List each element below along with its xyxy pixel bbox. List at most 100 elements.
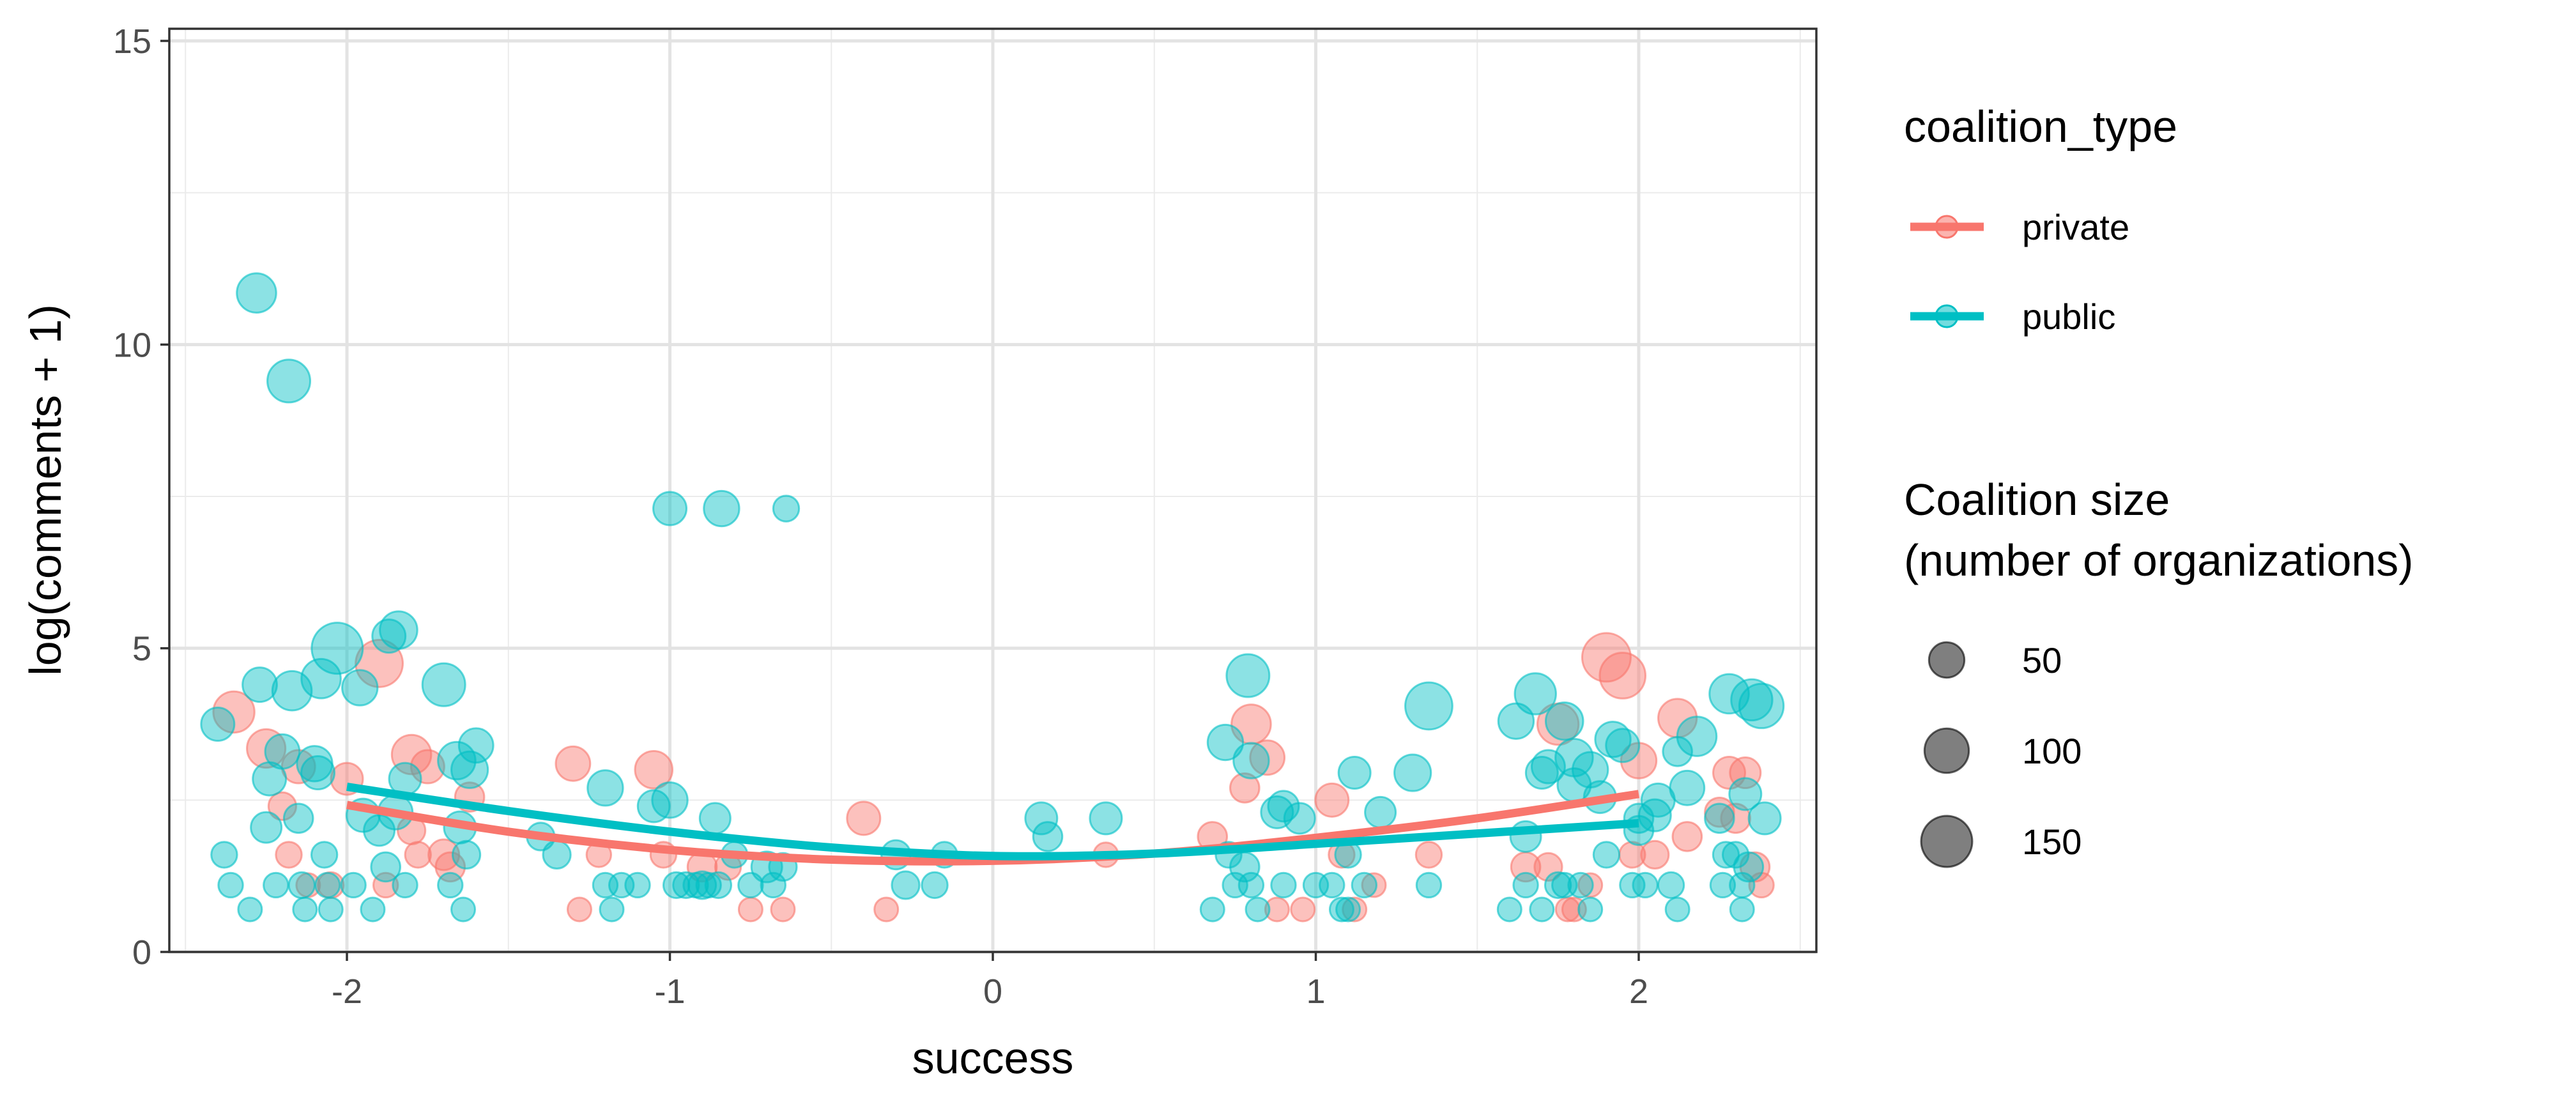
scatter-point-private (1414, 841, 1443, 869)
scatter-point-private (1264, 896, 1290, 923)
scatter-point-public (1232, 742, 1270, 779)
scatter-point-public (1577, 896, 1604, 923)
scatter-point-private (846, 801, 882, 836)
scatter-point-private (372, 871, 399, 899)
scatter-point-public (236, 272, 277, 314)
scatter-point-public (704, 871, 733, 900)
scatter-point-private (267, 791, 298, 821)
scatter-point-public (1721, 841, 1750, 869)
scatter-point-public (237, 896, 263, 923)
scatter-point-public (1529, 896, 1555, 923)
fit-line-private (346, 790, 1639, 866)
legend-size-label: 50 (2022, 640, 2062, 680)
scatter-point-private (873, 896, 900, 923)
scatter-point-public (457, 727, 494, 764)
scatter-point-public (451, 839, 482, 870)
scatter-point-private (1581, 632, 1632, 683)
scatter-point-public (300, 755, 336, 791)
scatter-point-public (599, 896, 625, 923)
scatter-point-private (1598, 652, 1647, 700)
scatter-point-public (1393, 753, 1432, 792)
scatter-point-public (1709, 871, 1736, 899)
legend-size-key: 50 (1928, 640, 2062, 680)
scatter-point-public (760, 871, 786, 899)
legend-key-public: public (1910, 296, 2115, 337)
scatter-point-public (1676, 716, 1718, 757)
legend-size-title-line2: (number of organizations) (1904, 535, 2414, 585)
fit-line-public (346, 782, 1639, 861)
scatter-point-public (698, 802, 732, 835)
scatter-point-public (1571, 751, 1609, 789)
scatter-point-public (1637, 798, 1672, 832)
scatter-point-private (1671, 821, 1703, 852)
scatter-point-public (1592, 841, 1621, 869)
scatter-point-public (1267, 790, 1300, 823)
scatter-point-public (1328, 896, 1354, 923)
y-axis: 0 5 10 15 (113, 22, 169, 972)
scatter-point-public (624, 871, 651, 899)
scatter-point-public (1567, 871, 1594, 899)
scatter-point-private (410, 749, 445, 785)
legend-size-label: 100 (2022, 731, 2082, 771)
scatter-point-public (1544, 871, 1572, 900)
scatter-point-public (340, 871, 367, 899)
scatter-point-public (241, 666, 278, 703)
scatter-point-public (1283, 802, 1316, 835)
legend-size-title-line1: Coalition size (1904, 475, 2170, 525)
scatter-point-private (404, 841, 432, 869)
legend-color-keys: private public (1910, 207, 2129, 337)
scatter-point-public (370, 851, 401, 883)
y-axis-title: log(comments + 1) (20, 304, 70, 676)
y-tick-label: 5 (132, 630, 151, 668)
scatter-point-private (1720, 802, 1751, 834)
scatter-point-private (1249, 739, 1286, 776)
scatter-point-public (1199, 896, 1225, 923)
scatter-point-public (1728, 777, 1763, 811)
scatter-point-public (200, 707, 236, 742)
scatter-point-public (1245, 896, 1271, 923)
x-tick-label: 0 (983, 972, 1002, 1011)
scatter-point-private (737, 896, 763, 923)
legend-label-private: private (2022, 207, 2129, 247)
scatter-point-public (210, 841, 238, 869)
scatter-point-public (1669, 769, 1706, 806)
scatter-point-public (1738, 682, 1785, 730)
scatter-point-public (450, 750, 489, 789)
scatter-point-public (1530, 749, 1566, 785)
scatter-point-public (1337, 756, 1372, 790)
scatter-point-public (1206, 723, 1245, 762)
scatter-point-public (1605, 728, 1641, 763)
legend-size-title: Coalition size (number of organizations) (1904, 475, 2414, 585)
scatter-point-public (266, 358, 312, 404)
scatter-point-public (1364, 795, 1397, 829)
scatter-point-private (1229, 772, 1261, 804)
scatter-point-private (1640, 839, 1670, 870)
scatter-point-public (1404, 681, 1453, 731)
scatter-point-private (1342, 896, 1368, 923)
x-axis-title: success (912, 1033, 1074, 1083)
scatter-point-private (275, 841, 303, 869)
x-axis: -2 -1 0 1 2 (332, 952, 1648, 1011)
scatter-point-public (891, 870, 921, 900)
scatter-point-public (651, 781, 689, 819)
fit-lines (346, 782, 1639, 866)
scatter-point-public (1730, 678, 1774, 722)
scatter-point-public (695, 871, 722, 899)
scatter-point-public (1733, 851, 1765, 883)
scatter-point-public (1351, 871, 1378, 899)
scatter-point-public (392, 871, 418, 899)
scatter-point-public (217, 871, 244, 899)
x-tick-label: -2 (332, 972, 362, 1011)
legend-label-public: public (2022, 296, 2115, 337)
scatter-point-public (1632, 871, 1659, 899)
x-tick-label: 2 (1629, 972, 1648, 1011)
legend-point-swatch (1935, 304, 1959, 328)
scatter-point-private (555, 745, 592, 782)
scatter-point-public (288, 871, 316, 900)
scatter-point-private (212, 690, 256, 734)
y-tick-label: 0 (132, 933, 151, 972)
scatter-point-private (1290, 896, 1316, 923)
scatter-point-public (1712, 841, 1740, 869)
plot-panel (168, 27, 1818, 954)
scatter-point-public (772, 494, 801, 523)
